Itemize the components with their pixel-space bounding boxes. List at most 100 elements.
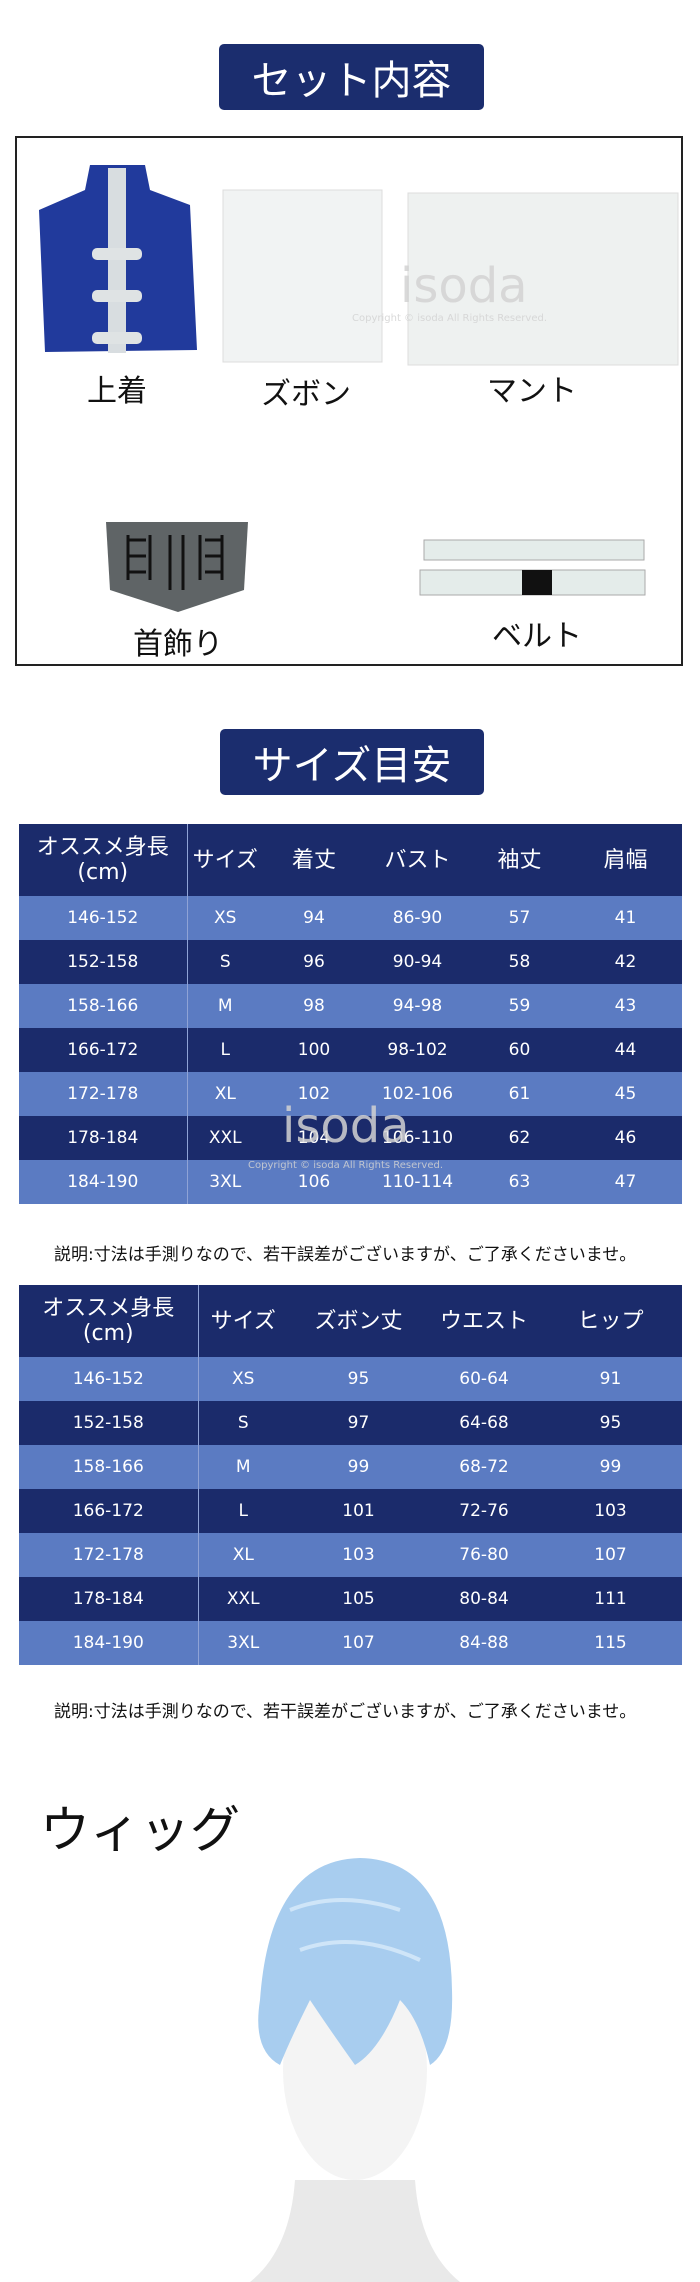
necklace-pattern — [126, 535, 224, 590]
table-cell: 172-178 — [19, 1072, 188, 1116]
table-cell: 41 — [569, 896, 682, 940]
watermark: isoda — [282, 1098, 410, 1154]
table-row: 158-166 M 99 68-72 99 — [19, 1445, 682, 1489]
table-cell: 90-94 — [365, 940, 470, 984]
table-cell: 94 — [263, 896, 365, 940]
necklace — [106, 522, 248, 612]
table-cell: 152-158 — [19, 940, 188, 984]
note: 説明:寸法は手測りなので、若干誤差がございますが、ご了承くださいませ。 — [54, 1702, 637, 1722]
table-row: 172-178 XL 102 102-106 61 45 — [19, 1072, 682, 1116]
table-cell: 172-178 — [19, 1533, 199, 1577]
table-cell: 42 — [569, 940, 682, 984]
header-cell: ウエスト — [429, 1285, 539, 1357]
table-cell: 95 — [539, 1401, 682, 1445]
table-cell: 158-166 — [19, 984, 188, 1028]
header-cell: オススメ身長 (cm) — [19, 824, 188, 896]
header-cell: ヒップ — [539, 1285, 682, 1357]
table-cell: 97 — [288, 1401, 429, 1445]
table-row: 152-158 S 97 64-68 95 — [19, 1401, 682, 1445]
table-cell: 45 — [569, 1072, 682, 1116]
table-cell: S — [187, 940, 263, 984]
table-cell: 106 — [263, 1160, 365, 1204]
table-cell: 63 — [470, 1160, 569, 1204]
header-cell: サイズ — [187, 824, 263, 896]
table-cell: 76-80 — [429, 1533, 539, 1577]
item-label: ベルト — [492, 619, 582, 654]
table-cell: 100 — [263, 1028, 365, 1072]
header-cell: サイズ — [198, 1285, 288, 1357]
size-table: オススメ身長 (cm) サイズ 着丈 バスト 袖丈 肩幅 146-152 XS 94 86-90 5… — [19, 824, 682, 1204]
table-cell: 86-90 — [365, 896, 470, 940]
header-row: オススメ身長 (cm) サイズ ズボン丈 ウエスト ヒップ — [19, 1285, 682, 1357]
table-cell: 44 — [569, 1028, 682, 1072]
table-cell: 3XL — [198, 1621, 288, 1665]
table-cell: 80-84 — [429, 1577, 539, 1621]
watermark: isoda — [400, 258, 528, 314]
item-label: 首飾り — [133, 627, 223, 662]
jacket-trim — [108, 168, 126, 353]
table-cell: 60-64 — [429, 1357, 539, 1401]
table-cell: 60 — [470, 1028, 569, 1072]
header-cell: ズボン丈 — [288, 1285, 429, 1357]
table-row: 172-178 XL 103 76-80 107 — [19, 1533, 682, 1577]
table-row: 178-184 XXL 105 80-84 111 — [19, 1577, 682, 1621]
table-cell: L — [187, 1028, 263, 1072]
table-cell: 96 — [263, 940, 365, 984]
table-cell: 152-158 — [19, 1401, 199, 1445]
table-cell: 158-166 — [19, 1445, 199, 1489]
table-cell: 43 — [569, 984, 682, 1028]
table-cell: 72-76 — [429, 1489, 539, 1533]
table-cell: 107 — [288, 1621, 429, 1665]
header-cell: 着丈 — [263, 824, 365, 896]
table-cell: 84-88 — [429, 1621, 539, 1665]
item-label: マント — [487, 374, 577, 409]
table-cell: 101 — [288, 1489, 429, 1533]
header-cell: オススメ身長 (cm) — [19, 1285, 199, 1357]
table-row: 158-166 M 98 94-98 59 43 — [19, 984, 682, 1028]
table-cell: S — [198, 1401, 288, 1445]
header-cell: 袖丈 — [470, 824, 569, 896]
table-cell: 57 — [470, 896, 569, 940]
table-cell: L — [198, 1489, 288, 1533]
table-cell: 94-98 — [365, 984, 470, 1028]
table-row: 178-184 XXL 104 106-110 62 46 — [19, 1116, 682, 1160]
table-cell: 46 — [569, 1116, 682, 1160]
table-cell: XS — [187, 896, 263, 940]
table-cell: M — [187, 984, 263, 1028]
table-cell: 99 — [539, 1445, 682, 1489]
note: 説明:寸法は手測りなので、若干誤差がございますが、ご了承くださいませ。 — [54, 1245, 637, 1265]
wig-illustration — [250, 1858, 460, 2282]
table-row: 152-158 S 96 90-94 58 42 — [19, 940, 682, 984]
wig-hair — [258, 1858, 453, 2065]
item-label: ズボン — [261, 377, 351, 412]
table-row: 146-152 XS 94 86-90 57 41 — [19, 896, 682, 940]
table-cell: 91 — [539, 1357, 682, 1401]
table-row: 184-190 3XL 107 84-88 115 — [19, 1621, 682, 1665]
table-cell: XL — [198, 1533, 288, 1577]
belt-buckle — [522, 570, 552, 595]
items-illustration — [39, 165, 679, 612]
table-cell: 103 — [288, 1533, 429, 1577]
size-table: オススメ身長 (cm) サイズ ズボン丈 ウエスト ヒップ 146-152 XS 95 60-6… — [19, 1285, 683, 1665]
table-cell: 146-152 — [19, 1357, 199, 1401]
table-cell: 98-102 — [365, 1028, 470, 1072]
table-cell: 59 — [470, 984, 569, 1028]
table-cell: 184-190 — [19, 1160, 188, 1204]
jacket-buttons — [92, 248, 142, 344]
table-cell: 95 — [288, 1357, 429, 1401]
table-cell: 62 — [470, 1116, 569, 1160]
mannequin-neck — [250, 2180, 460, 2282]
section-banner: セット内容 — [219, 44, 484, 110]
table-row: 166-172 L 101 72-76 103 — [19, 1489, 682, 1533]
table-cell: 107 — [539, 1533, 682, 1577]
table-cell: 64-68 — [429, 1401, 539, 1445]
table-cell: 166-172 — [19, 1028, 188, 1072]
table-row: 166-172 L 100 98-102 60 44 — [19, 1028, 682, 1072]
table-cell: 58 — [470, 940, 569, 984]
header-cell: バスト — [365, 824, 470, 896]
table-cell: 99 — [288, 1445, 429, 1489]
table-cell: 184-190 — [19, 1621, 199, 1665]
wig-title: ウィッグ — [40, 1801, 240, 1859]
header-row: オススメ身長 (cm) サイズ 着丈 バスト 袖丈 肩幅 — [19, 824, 682, 896]
